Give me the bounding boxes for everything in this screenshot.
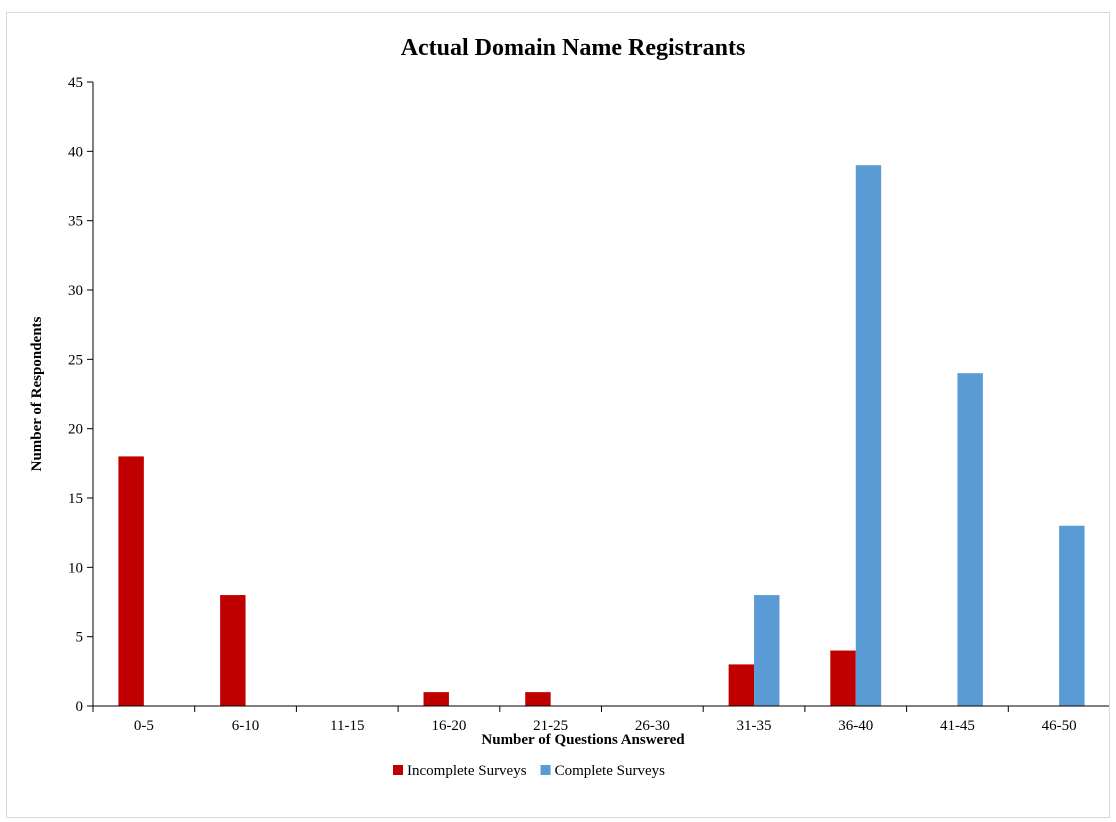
bar-incomplete-surveys-21-25 (525, 692, 551, 706)
legend: Incomplete Surveys Complete Surveys (393, 763, 665, 779)
y-tick-label: 5 (76, 630, 84, 646)
x-axis-title: Number of Questions Answered (481, 732, 685, 748)
bar-incomplete-surveys-16-20 (423, 692, 449, 706)
x-tick-label: 0-5 (134, 718, 154, 734)
bar-incomplete-surveys-36-40 (830, 650, 856, 706)
y-tick-label: 25 (68, 352, 83, 368)
x-tick-label: 46-50 (1042, 718, 1077, 734)
x-tick-label: 21-25 (533, 718, 568, 734)
bars (118, 165, 1085, 706)
x-tick-label: 41-45 (940, 718, 975, 734)
bar-complete-surveys-36-40 (855, 165, 882, 706)
chart-title: Actual Domain Name Registrants (401, 35, 746, 61)
bar-incomplete-surveys-31-35 (728, 664, 755, 706)
y-tick-label: 45 (68, 75, 83, 91)
x-tick-label: 36-40 (838, 718, 873, 734)
bar-complete-surveys-31-35 (754, 595, 780, 706)
x-tick-label: 26-30 (635, 718, 670, 734)
bar-complete-surveys-46-50 (1059, 525, 1085, 706)
x-tick-label: 31-35 (737, 718, 772, 734)
y-tick-label: 20 (68, 422, 83, 438)
bar-incomplete-surveys-6-10 (220, 595, 246, 706)
legend-label: Complete Surveys (555, 763, 666, 779)
chart-frame: Actual Domain Name Registrants Number of… (6, 12, 1111, 818)
bar-incomplete-surveys-0-5 (118, 456, 144, 706)
legend-label: Incomplete Surveys (407, 763, 527, 779)
y-axis-ticks: 0 5 10 15 20 25 30 35 40 45 (68, 75, 93, 715)
bar-chart: Actual Domain Name Registrants Number of… (29, 35, 1111, 779)
y-tick-label: 30 (68, 283, 83, 299)
x-axis-ticks: 0-5 6-10 11-15 16-20 21-25 26-30 31-35 36-40 41-… (92, 706, 1111, 734)
x-tick-label: 16-20 (431, 718, 466, 734)
bar-complete-surveys-41-45 (957, 373, 983, 706)
y-tick-label: 40 (68, 144, 83, 160)
x-tick-label: 11-15 (330, 718, 364, 734)
x-tick-label: 6-10 (232, 718, 260, 734)
y-tick-label: 35 (68, 214, 83, 230)
y-tick-label: 10 (68, 560, 83, 576)
legend-swatch (393, 765, 403, 775)
y-tick-label: 15 (68, 491, 83, 507)
legend-swatch (540, 765, 551, 775)
y-tick-label: 0 (76, 699, 84, 715)
y-axis-title: Number of Respondents (29, 316, 45, 471)
